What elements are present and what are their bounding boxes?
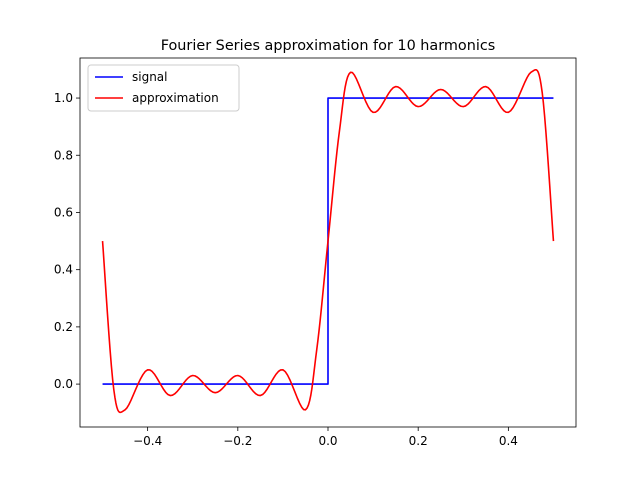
legend: signal approximation [87, 64, 240, 112]
y-tick-label: 1.0 [54, 91, 73, 105]
y-tick-label: 0.4 [54, 263, 73, 277]
x-tick-label: 0.4 [499, 434, 518, 448]
legend-label-approximation: approximation [132, 91, 219, 105]
legend-label-signal: signal [132, 70, 168, 84]
series-layer [101, 69, 555, 414]
y-tick-label: 0.8 [54, 148, 73, 162]
y-tick-label: 0.2 [54, 320, 73, 334]
series-line-approximation [101, 69, 555, 414]
x-tick-label: 0.0 [318, 434, 337, 448]
x-axis-ticks: −0.4 −0.2 0.0 0.2 0.4 [133, 427, 518, 448]
y-tick-label: 0.6 [54, 205, 73, 219]
x-tick-label: −0.4 [133, 434, 162, 448]
chart-title: Fourier Series approximation for 10 harm… [161, 38, 496, 54]
x-tick-label: 0.2 [409, 434, 428, 448]
legend-box [87, 64, 240, 112]
y-tick-label: 0.0 [54, 377, 73, 391]
x-tick-label: −0.2 [223, 434, 252, 448]
y-axis-ticks: 0.0 0.2 0.4 0.6 0.8 1.0 [54, 91, 80, 391]
